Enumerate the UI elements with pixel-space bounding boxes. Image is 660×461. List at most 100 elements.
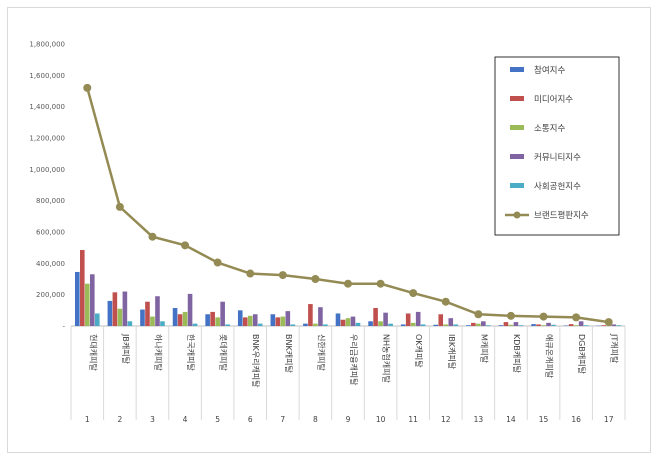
x-category-label-group: 현대캐피탈	[88, 334, 98, 371]
x-category-label-group: 애큐온캐피탈	[545, 334, 555, 379]
bar	[453, 324, 459, 326]
bar	[383, 312, 388, 326]
line-point	[246, 269, 255, 278]
line-point	[572, 313, 581, 322]
bar	[192, 323, 198, 326]
line-point	[604, 318, 613, 327]
bar	[220, 301, 225, 326]
y-tick-label: 400,000	[36, 260, 65, 268]
bar	[335, 313, 341, 326]
x-category-label-group: OK캐피탈	[414, 334, 424, 368]
bar	[415, 311, 421, 326]
x-category-label: BNK우리캐피탈	[251, 334, 261, 388]
x-index-label: 15	[539, 415, 549, 424]
x-category-label: 신한캐피탈	[316, 334, 326, 371]
x-index-label: 12	[441, 415, 451, 424]
x-index-label: 10	[376, 415, 386, 424]
bar	[290, 324, 296, 326]
bar	[531, 324, 536, 326]
bar	[225, 324, 230, 326]
x-index-label: 1	[85, 415, 90, 424]
bar	[568, 324, 574, 326]
bar	[247, 315, 253, 326]
bar	[448, 318, 454, 326]
bar	[616, 325, 622, 326]
bar	[160, 321, 165, 326]
x-category-label: 애큐온캐피탈	[545, 334, 555, 379]
bar	[551, 324, 556, 326]
bar	[410, 322, 416, 326]
legend-swatch	[510, 67, 524, 72]
x-category-label: 롯데캐피탈	[219, 334, 229, 371]
x-category-label-group: 하나캐피탈	[153, 334, 163, 371]
legend-label: 소통지수	[534, 124, 565, 134]
line-point	[83, 83, 92, 92]
line-point	[409, 289, 418, 298]
x-category-label: DGB캐피탈	[577, 334, 587, 375]
x-category-label: BNK캐피탈	[284, 334, 294, 373]
x-category-label-group: KDB캐피탈	[512, 334, 522, 374]
bar	[112, 292, 118, 326]
x-category-label-group: NH농협캐피탈	[382, 334, 392, 383]
y-axis: - 200,000 400,000 600,000 800,000 1,000,000 1,…	[29, 41, 65, 331]
bar	[438, 314, 444, 326]
bar	[388, 323, 393, 326]
bar	[536, 324, 541, 326]
bar	[481, 321, 486, 326]
y-tick-label: -	[62, 323, 65, 331]
line-point	[539, 312, 548, 321]
bar	[476, 323, 481, 326]
x-index-label: 17	[604, 415, 614, 424]
bar	[117, 308, 123, 326]
y-tick-label: 600,000	[36, 229, 65, 237]
x-category-label-group: 롯데캐피탈	[219, 334, 229, 371]
legend-swatch	[510, 96, 524, 101]
x-category-label-group: BNK캐피탈	[284, 334, 294, 373]
x-category-label: M캐피탈	[479, 334, 489, 364]
x-category-label-group: 한국캐피탈	[186, 334, 196, 371]
bar	[513, 322, 519, 326]
legend-swatch	[510, 154, 524, 159]
x-category-label: KDB캐피탈	[512, 334, 522, 374]
x-category-label-group: 우리금융캐피탈	[349, 334, 359, 386]
y-tick-label: 1,800,000	[29, 41, 65, 49]
bar	[145, 301, 150, 326]
x-category-label: 하나캐피탈	[153, 334, 163, 371]
legend-box	[494, 56, 620, 236]
x-index-label: 8	[313, 415, 318, 424]
x-index-label: 11	[408, 415, 418, 424]
bar	[187, 293, 193, 326]
bar	[155, 296, 160, 326]
line-point	[506, 311, 515, 320]
legend-label: 브랜드평판지수	[534, 210, 589, 221]
bar	[345, 318, 351, 326]
legend-swatch	[510, 183, 524, 188]
x-category-label: 현대캐피탈	[88, 334, 98, 371]
x-index-label: 4	[183, 415, 188, 424]
y-tick-label: 1,600,000	[29, 72, 65, 80]
bar	[443, 324, 449, 326]
y-tick-label: 1,200,000	[29, 135, 65, 143]
bar	[308, 304, 313, 326]
bars	[74, 250, 622, 326]
bar	[573, 325, 579, 326]
bar	[205, 314, 210, 326]
legend-label: 사회공헌지수	[534, 182, 581, 192]
x-axis: 현대캐피탈 1 JB캐피탈 2 하나캐피탈 3 한국캐피탈 4 롯데캐피탈 5 BNK우리캐피탈 6 B…	[70, 325, 626, 424]
bar	[127, 321, 133, 326]
line-point	[441, 297, 450, 306]
line-point	[148, 232, 157, 241]
x-index-label: 7	[280, 415, 285, 424]
bar	[355, 322, 361, 326]
bar	[583, 325, 589, 326]
bar	[215, 317, 220, 326]
x-category-label-group: JB캐피탈	[121, 333, 131, 365]
brand-reputation-chart: - 200,000 400,000 600,000 800,000 1,000,000 1,…	[29, 41, 626, 424]
x-index-label: 6	[248, 415, 253, 424]
bar	[400, 324, 406, 326]
x-category-label: 우리금융캐피탈	[349, 334, 359, 386]
bar	[177, 314, 183, 326]
bar	[182, 311, 188, 326]
bar	[257, 323, 263, 326]
bar	[172, 307, 178, 326]
